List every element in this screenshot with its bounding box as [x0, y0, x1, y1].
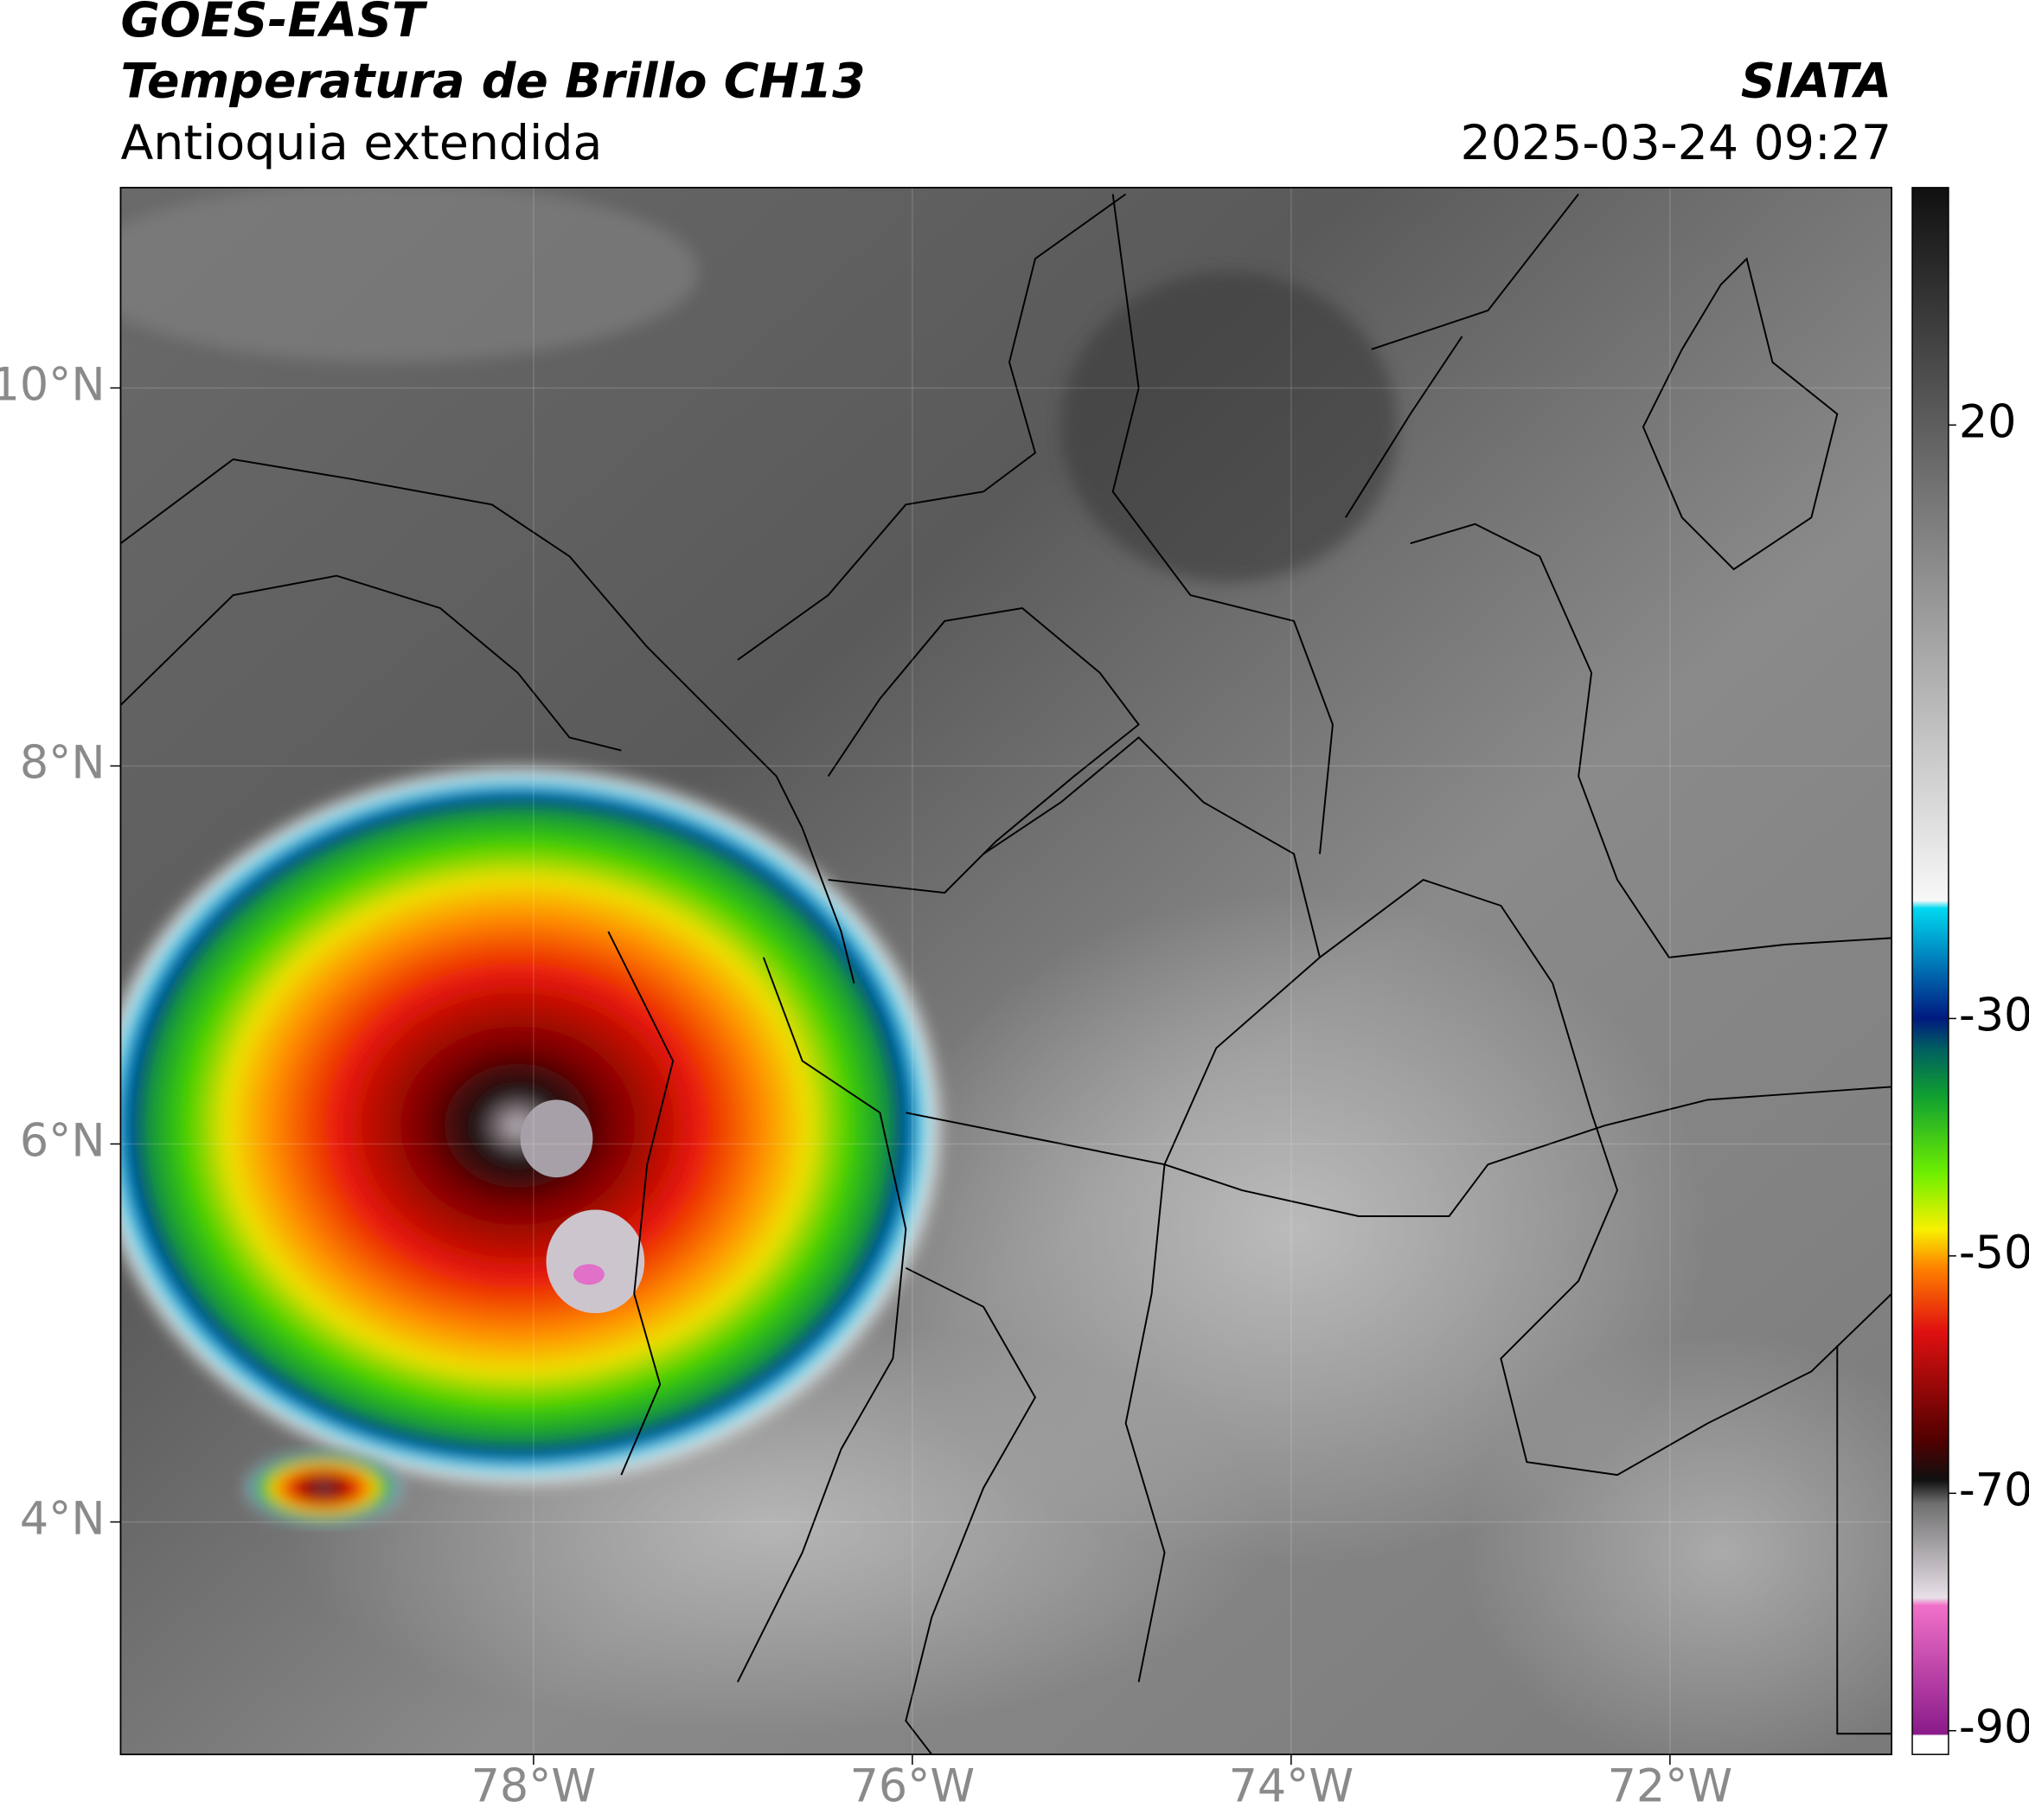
- map-frame: [119, 186, 1892, 1756]
- region: Antioquia extendida: [120, 116, 602, 171]
- title: GOES-EAST: [120, 0, 428, 48]
- colorbar-tick-label: 20: [1959, 395, 2017, 448]
- source: SIATA: [1741, 54, 1891, 109]
- subtitle: Temperatura de Brillo CH13: [120, 54, 865, 109]
- y-tick-label: 8°N: [20, 736, 106, 789]
- colorbar-tick-label: -50: [1959, 1227, 2029, 1279]
- colorbar-tick-label: -30: [1959, 989, 2029, 1041]
- y-tick-label: 10°N: [0, 358, 106, 411]
- datetime: 2025-03-24 09:27: [1461, 116, 1892, 171]
- colorbar: [1911, 187, 1949, 1755]
- colorbar-tick-label: -70: [1959, 1464, 2029, 1516]
- x-tick-label: 76°W: [850, 1760, 976, 1813]
- x-tick-label: 72°W: [1608, 1760, 1733, 1813]
- map-image: [120, 187, 1892, 1755]
- x-tick-label: 78°W: [471, 1760, 597, 1813]
- y-tick-label: 6°N: [20, 1114, 106, 1167]
- grid: [120, 187, 1892, 1755]
- x-tick-label: 74°W: [1229, 1760, 1354, 1813]
- y-tick-label: 4°N: [20, 1492, 106, 1545]
- colorbar-tick-label: -90: [1959, 1701, 2029, 1754]
